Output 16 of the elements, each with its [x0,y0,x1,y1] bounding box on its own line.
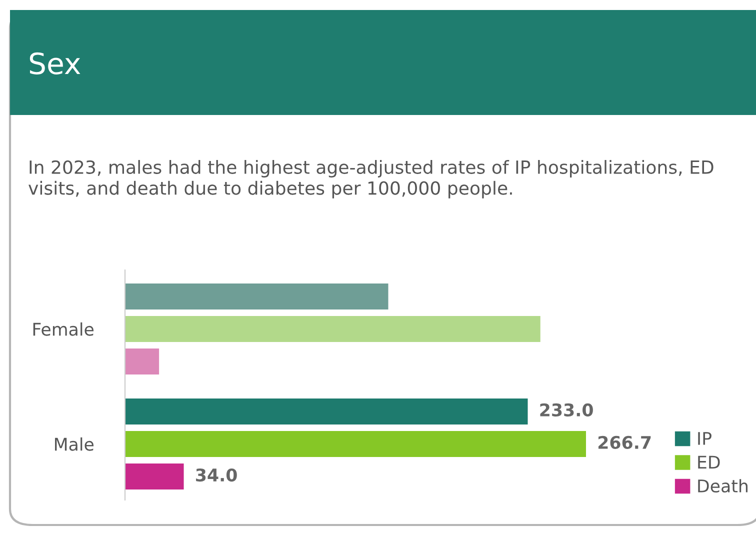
y-tick-label: Female [33,322,94,336]
data-label: 266.7 [598,436,651,450]
data-label: 34.0 [196,468,237,482]
bar [125,283,388,310]
bar [125,398,528,424]
chart-subtitle: In 2023, males had the highest age-adjusted rates of IP hospitalizations, ED visits, and death due to diabetes per 100,000 people. [28,160,714,198]
chart-title: Sex [30,52,80,74]
bar [125,464,184,490]
bar [125,316,540,342]
legend-label: IP [698,432,712,445]
data-label: 233.0 [540,403,593,416]
bar [125,348,160,375]
y-tick-label: Male [55,437,94,451]
legend-label: ED [698,456,720,469]
bar [125,431,586,457]
legend-label: Death [698,479,748,493]
